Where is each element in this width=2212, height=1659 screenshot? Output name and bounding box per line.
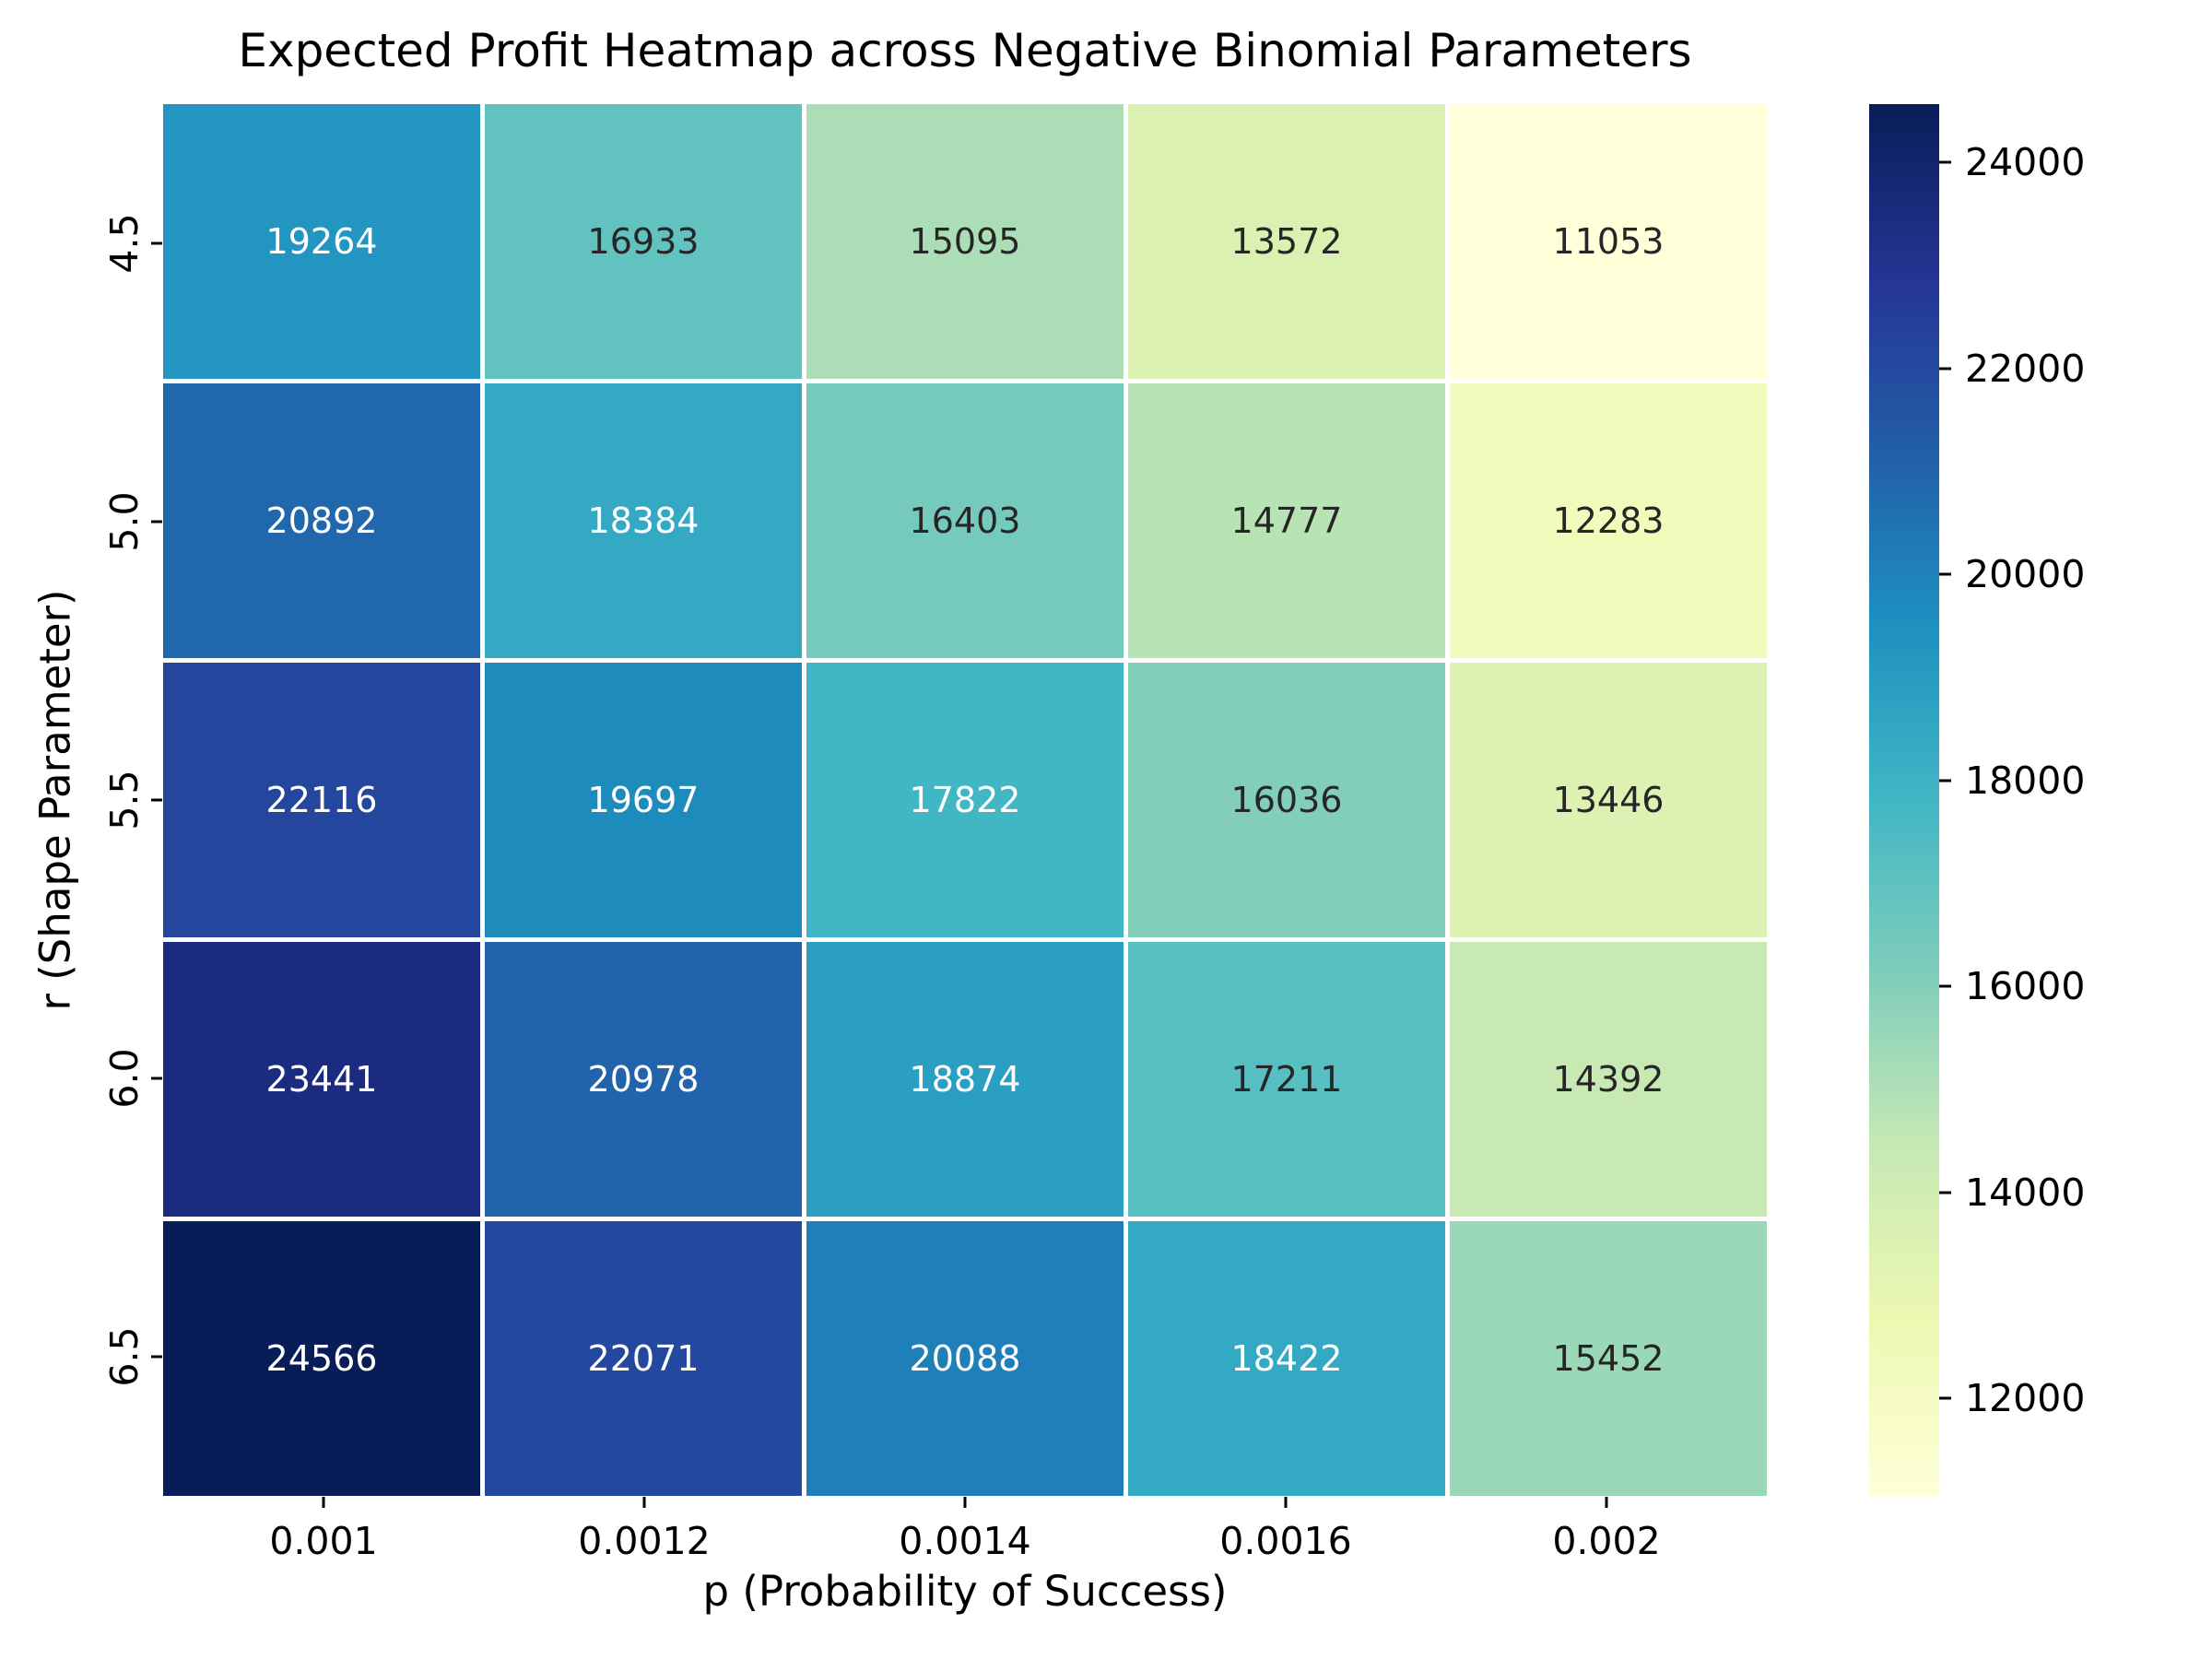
colorbar-tick-label: 12000 [1965, 1376, 2086, 1421]
cell-annotation: 14777 [1230, 500, 1343, 541]
x-tick-label: 0.0014 [899, 1519, 1031, 1563]
cell-annotation: 15452 [1552, 1338, 1665, 1379]
x-tick-mark [642, 1497, 646, 1508]
cell-annotation: 14392 [1552, 1059, 1665, 1100]
cell-annotation: 12283 [1552, 500, 1665, 541]
cell-annotation: 24566 [265, 1338, 378, 1379]
heatmap-cell: 12283 [1450, 383, 1767, 658]
x-tick-label: 0.0012 [578, 1519, 711, 1563]
cell-annotation: 19697 [587, 780, 700, 820]
heatmap-cell: 13446 [1450, 663, 1767, 937]
colorbar-tick-mark [1939, 779, 1951, 782]
cell-annotation: 16403 [909, 500, 1021, 541]
y-tick-mark [151, 1077, 162, 1080]
cell-annotation: 18874 [909, 1059, 1021, 1100]
x-tick-label: 0.001 [269, 1519, 378, 1563]
heatmap-grid: 19264 16933 15095 13572 11053 20892 18384 16403… [163, 104, 1767, 1496]
y-tick-label: 5.0 [102, 491, 147, 552]
heatmap-cell: 17822 [806, 663, 1124, 937]
cell-annotation: 17822 [909, 780, 1021, 820]
x-tick-mark [322, 1497, 325, 1508]
colorbar-tick-mark [1939, 367, 1951, 371]
heatmap-cell: 23441 [163, 942, 480, 1217]
x-tick-mark [963, 1497, 967, 1508]
heatmap-cell: 18874 [806, 942, 1124, 1217]
cell-annotation: 20978 [587, 1059, 700, 1100]
heatmap-cell: 15095 [806, 104, 1124, 379]
heatmap-cell: 16036 [1128, 663, 1445, 937]
cell-annotation: 16933 [587, 221, 700, 262]
x-tick-mark [1605, 1497, 1608, 1508]
chart-title: Expected Profit Heatmap across Negative … [238, 24, 1692, 77]
heatmap-cell: 20978 [485, 942, 802, 1217]
colorbar-tick-mark [1939, 160, 1951, 164]
colorbar-tick-label: 20000 [1965, 552, 2086, 597]
heatmap-cell: 19697 [485, 663, 802, 937]
cell-annotation: 23441 [265, 1059, 378, 1100]
colorbar-tick-label: 16000 [1965, 964, 2086, 1009]
heatmap-cell: 15452 [1450, 1221, 1767, 1496]
cell-annotation: 19264 [265, 221, 378, 262]
colorbar-tick-label: 22000 [1965, 346, 2086, 391]
y-tick-mark [151, 241, 162, 245]
cell-annotation: 13446 [1552, 780, 1665, 820]
cell-annotation: 18384 [587, 500, 700, 541]
heatmap-cell: 19264 [163, 104, 480, 379]
y-tick-label: 6.5 [102, 1326, 147, 1387]
y-tick-label: 4.5 [102, 213, 147, 274]
y-axis-label: r (Shape Parameter) [30, 589, 80, 1011]
heatmap-cell: 16933 [485, 104, 802, 379]
colorbar-tick-mark [1939, 572, 1951, 576]
cell-annotation: 13572 [1230, 221, 1343, 262]
cell-annotation: 22116 [265, 780, 378, 820]
y-tick-label: 5.5 [102, 770, 147, 830]
heatmap-cell: 22071 [485, 1221, 802, 1496]
cell-annotation: 16036 [1230, 780, 1343, 820]
cell-annotation: 17211 [1230, 1059, 1343, 1100]
heatmap-cell: 14392 [1450, 942, 1767, 1217]
cell-annotation: 20892 [265, 500, 378, 541]
y-tick-mark [151, 1355, 162, 1359]
x-tick-label: 0.002 [1552, 1519, 1661, 1563]
heatmap-cell: 18384 [485, 383, 802, 658]
heatmap-cell: 22116 [163, 663, 480, 937]
colorbar-gradient [1869, 104, 1939, 1496]
cell-annotation: 22071 [587, 1338, 700, 1379]
heatmap-cell: 11053 [1450, 104, 1767, 379]
heatmap-cell: 13572 [1128, 104, 1445, 379]
colorbar-tick-mark [1939, 1191, 1951, 1194]
heatmap-cell: 20892 [163, 383, 480, 658]
x-tick-label: 0.0016 [1219, 1519, 1352, 1563]
y-tick-label: 6.0 [102, 1048, 147, 1109]
heatmap-cell: 16403 [806, 383, 1124, 658]
x-tick-mark [1284, 1497, 1288, 1508]
colorbar-tick-label: 18000 [1965, 758, 2086, 803]
heatmap-cell: 24566 [163, 1221, 480, 1496]
colorbar-tick-label: 24000 [1965, 140, 2086, 185]
cell-annotation: 20088 [909, 1338, 1021, 1379]
heatmap-cell: 14777 [1128, 383, 1445, 658]
heatmap-cell: 17211 [1128, 942, 1445, 1217]
heatmap-cell: 18422 [1128, 1221, 1445, 1496]
cell-annotation: 15095 [909, 221, 1021, 262]
y-tick-mark [151, 798, 162, 802]
cell-annotation: 18422 [1230, 1338, 1343, 1379]
x-axis-label: p (Probability of Success) [702, 1567, 1228, 1616]
heatmap-cell: 20088 [806, 1221, 1124, 1496]
colorbar-tick-mark [1939, 984, 1951, 988]
colorbar-tick-label: 14000 [1965, 1170, 2086, 1215]
cell-annotation: 11053 [1552, 221, 1665, 262]
colorbar-tick-mark [1939, 1396, 1951, 1400]
y-tick-mark [151, 520, 162, 524]
